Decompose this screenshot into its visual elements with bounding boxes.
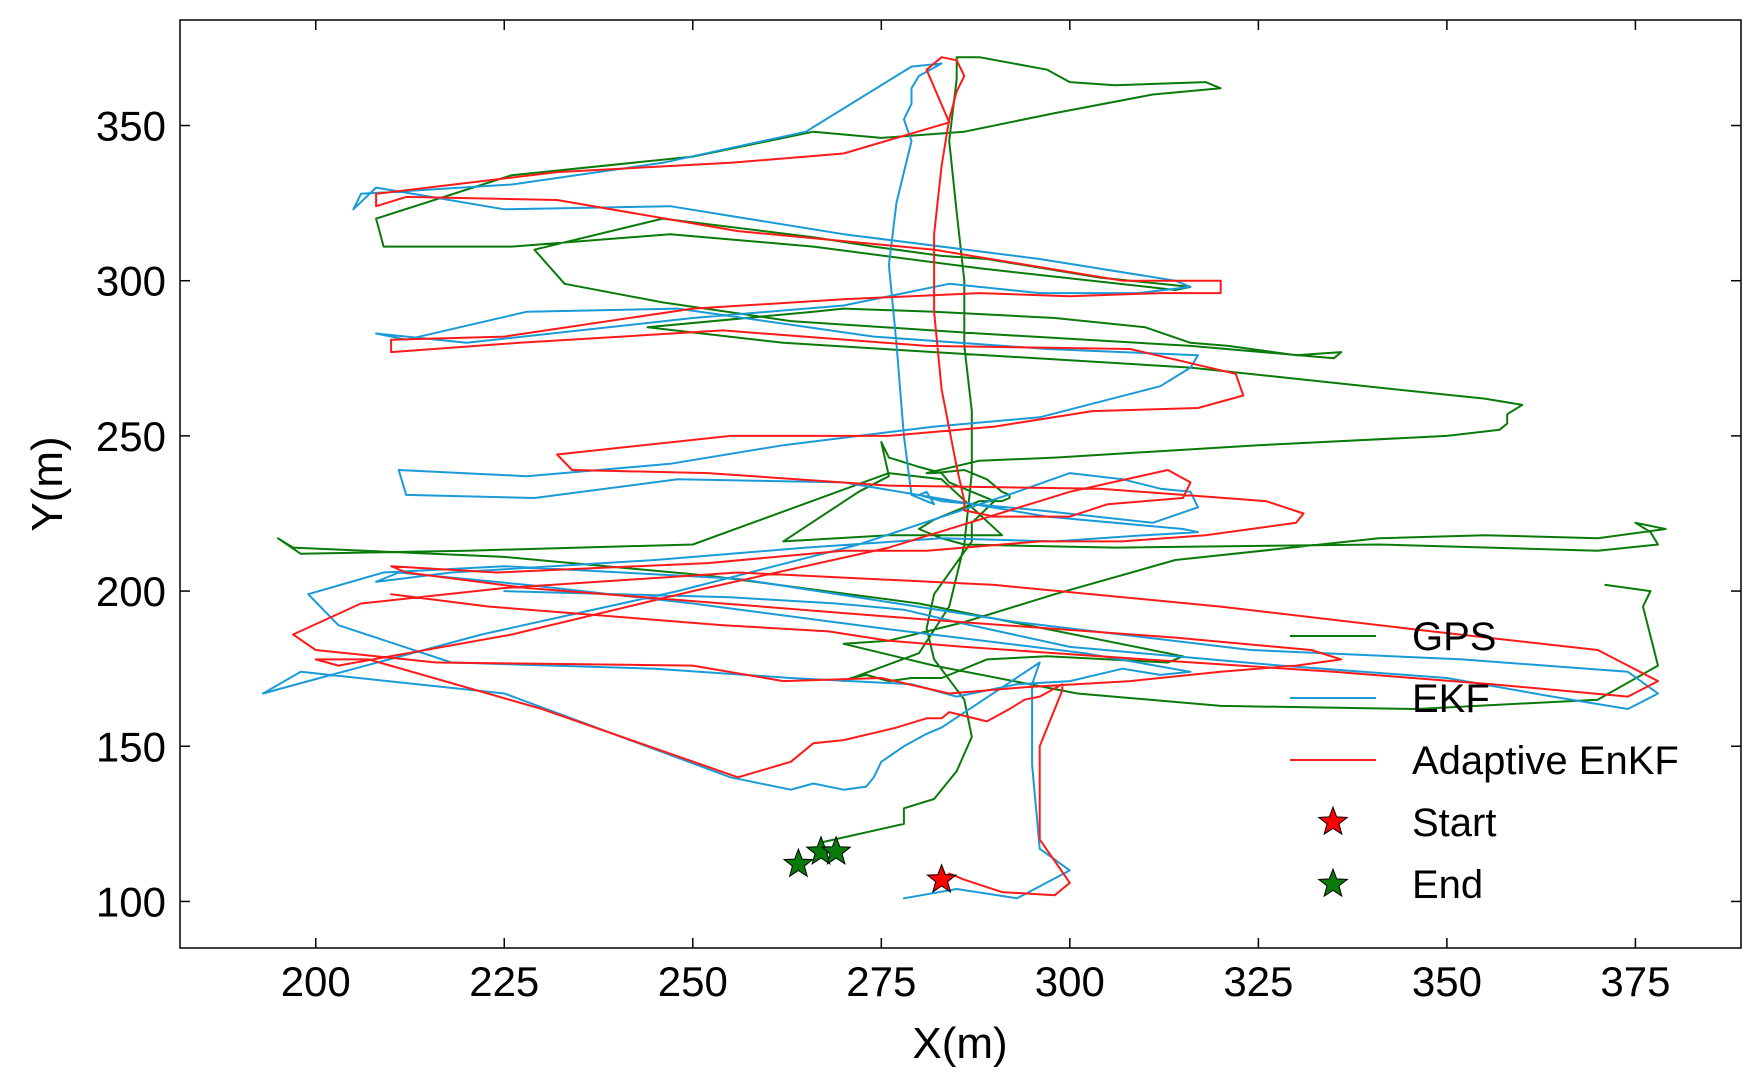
x-tick-label: 375 <box>1600 958 1670 1005</box>
y-tick-label: 350 <box>96 103 166 150</box>
marker-layer <box>782 835 958 894</box>
x-tick-label: 250 <box>658 958 728 1005</box>
x-tick-label: 275 <box>846 958 916 1005</box>
start-marker <box>926 863 958 894</box>
legend-gps-label: GPS <box>1412 615 1496 659</box>
y-axis-label: Y(m) <box>23 436 72 531</box>
end-marker <box>782 847 814 878</box>
legend-ekf-label: EKF <box>1412 677 1490 721</box>
legend-start-label: Start <box>1412 801 1496 845</box>
x-tick-label: 225 <box>469 958 539 1005</box>
x-axis: 200 225 250 275 300 325 350 375 <box>281 20 1670 1005</box>
y-tick-label: 200 <box>96 568 166 615</box>
y-tick-label: 100 <box>96 878 166 925</box>
legend: GPS EKF Adaptive EnKF Start End <box>1290 615 1679 907</box>
y-tick-label: 300 <box>96 258 166 305</box>
legend-start-star-icon <box>1317 805 1349 836</box>
y-tick-label: 150 <box>96 723 166 770</box>
x-tick-label: 325 <box>1223 958 1293 1005</box>
legend-end-star-icon <box>1317 867 1349 898</box>
y-tick-label: 250 <box>96 413 166 460</box>
series-layer <box>262 56 1667 900</box>
end-marker <box>820 835 852 866</box>
x-tick-label: 350 <box>1412 958 1482 1005</box>
x-axis-label: X(m) <box>912 1019 1007 1068</box>
x-tick-label: 300 <box>1035 958 1105 1005</box>
y-axis: 100 150 200 250 300 350 <box>96 103 1741 925</box>
legend-adaptive-enkf-label: Adaptive EnKF <box>1412 739 1679 783</box>
series-line-adaptive-enkf <box>292 56 1659 897</box>
x-tick-label: 200 <box>281 958 351 1005</box>
legend-end-label: End <box>1412 863 1483 907</box>
